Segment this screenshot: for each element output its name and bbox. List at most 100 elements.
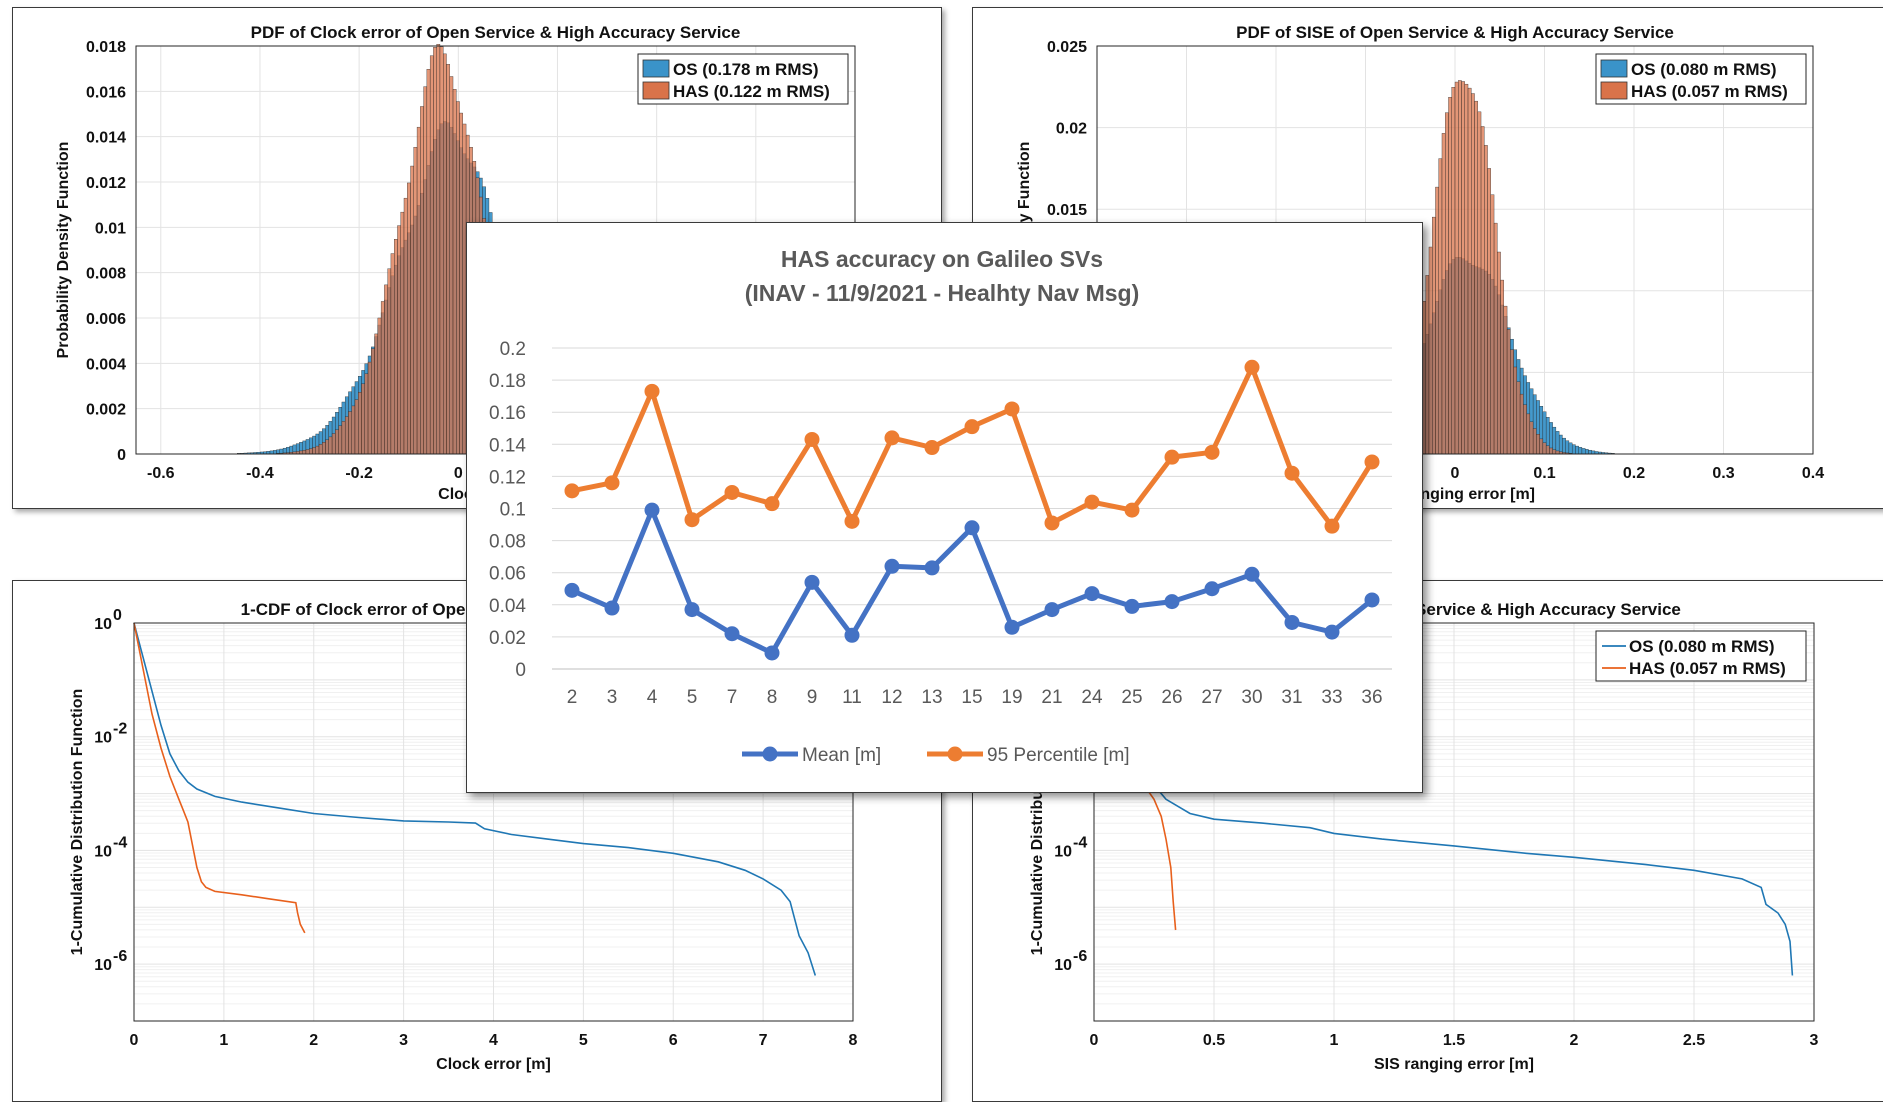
histogram-bar [1578,447,1583,455]
histogram-bar [1464,83,1469,455]
histogram-bar [433,47,437,455]
histogram-bar [1513,366,1518,455]
data-point [684,602,700,618]
histogram-bar [318,444,323,455]
data-point [764,496,780,512]
histogram-bar [410,165,414,455]
histogram-bar [1438,158,1443,455]
x-tick-label: 1 [1330,1032,1339,1049]
x-tick-label: 25 [1121,687,1142,708]
legend-label: 95 Percentile [m] [987,745,1130,766]
histogram-bar [367,361,372,455]
histogram-bar [423,86,428,455]
y-tick-label: 0.04 [489,596,526,617]
histogram-bar [1461,81,1465,455]
axes-box [1093,622,1815,1022]
histogram-bar [456,101,460,455]
histogram-bar [1487,168,1491,455]
histogram-bar [1497,251,1501,455]
histogram-bar [1503,305,1508,455]
histogram-bar [1428,246,1433,455]
legend-label: OS (0.080 m RMS) [1629,637,1775,656]
histogram-bar [1571,444,1576,455]
data-point [1324,518,1340,534]
histogram-bar [1552,449,1557,455]
legend: OS (0.080 m RMS) HAS (0.057 m RMS) [1595,630,1807,682]
chart-title: PDF of SISE of Open Service & High Accur… [1236,23,1674,42]
histogram-bar [384,284,388,455]
legend-swatch [642,59,670,78]
histogram-bar [1477,111,1482,455]
legend-box [1595,53,1807,105]
histogram-bar [1575,445,1579,455]
y-tick-base: 10 [94,730,112,747]
histogram-bar [1432,216,1436,455]
has-accuracy-chart-panel: HAS accuracy on Galileo SVs (INAV - 11/9/… [466,222,1423,793]
has-accuracy-chart: HAS accuracy on Galileo SVs (INAV - 11/9/… [489,246,1392,766]
line-series-1 [571,364,1375,529]
histogram-bar [1568,442,1573,455]
histogram-bar [1500,279,1504,455]
y-tick-label: 0.025 [1047,39,1087,56]
legend-label: OS (0.080 m RMS) [1631,60,1777,79]
y-tick-exponent: -6 [113,948,127,965]
histogram-bar [1565,440,1570,455]
x-tick-label: 13 [921,687,942,708]
data-point [1324,624,1340,640]
y-tick-label: 0.02 [489,628,526,649]
x-axis-label: SIS ranging error [m] [1374,1056,1534,1073]
data-point [1084,586,1100,602]
histogram-bar [348,411,352,455]
y-tick-exponent: -4 [113,834,127,851]
histogram-bar [420,106,424,455]
y-tick-base: 10 [1054,843,1072,860]
x-tick-label: 0.5 [1203,1032,1225,1049]
histogram-bar [354,399,359,455]
data-point [1284,614,1300,630]
x-tick-label: 11 [842,687,862,708]
histogram-bar [1471,93,1475,455]
x-tick-label: -0.2 [345,465,373,482]
data-point [1284,465,1300,481]
histogram-bar [1523,404,1527,455]
histogram-bar [1558,434,1563,455]
data-point [644,383,660,399]
x-tick-label: 0.3 [1712,465,1734,482]
x-tick-label: 30 [1241,687,1262,708]
x-tick-label: 33 [1321,687,1342,708]
histogram-bar [1519,393,1524,455]
histogram-bar [439,46,444,455]
x-tick-label: 4 [489,1032,498,1049]
legend-marker [762,746,778,762]
histogram-bar [1480,126,1485,455]
histogram-bar [1490,194,1495,455]
x-tick-label: 0 [1451,465,1460,482]
x-tick-label: 8 [849,1032,858,1049]
data-point [684,512,700,528]
y-tick-label: 0.002 [86,402,126,419]
x-tick-label: 15 [961,687,982,708]
histogram-bar [325,439,329,455]
histogram-bar [1562,437,1566,455]
data-point [1244,359,1260,375]
histogram-bar [344,416,349,455]
y-tick-label: 0.06 [489,564,526,585]
x-tick-label: 9 [807,687,818,708]
legend: OS (0.178 m RMS) HAS (0.122 m RMS) [637,53,849,105]
y-tick-label: 0.015 [1047,202,1087,219]
x-tick-label: 24 [1081,687,1103,708]
data-point [644,502,660,518]
data-point [1204,444,1220,460]
histogram-bar [1484,145,1488,455]
x-tick-label: 0.1 [1533,465,1555,482]
x-tick-label: 27 [1201,687,1222,708]
histogram-bar [390,253,395,455]
x-tick-label: 31 [1281,687,1302,708]
x-tick-label: 0.4 [1802,465,1824,482]
x-tick-label: -0.6 [147,465,175,482]
y-tick-label: 0.006 [86,311,126,328]
x-tick-label: 3 [399,1032,408,1049]
data-point [1004,401,1020,417]
histogram-bar [1516,381,1521,455]
data-point [924,440,940,456]
